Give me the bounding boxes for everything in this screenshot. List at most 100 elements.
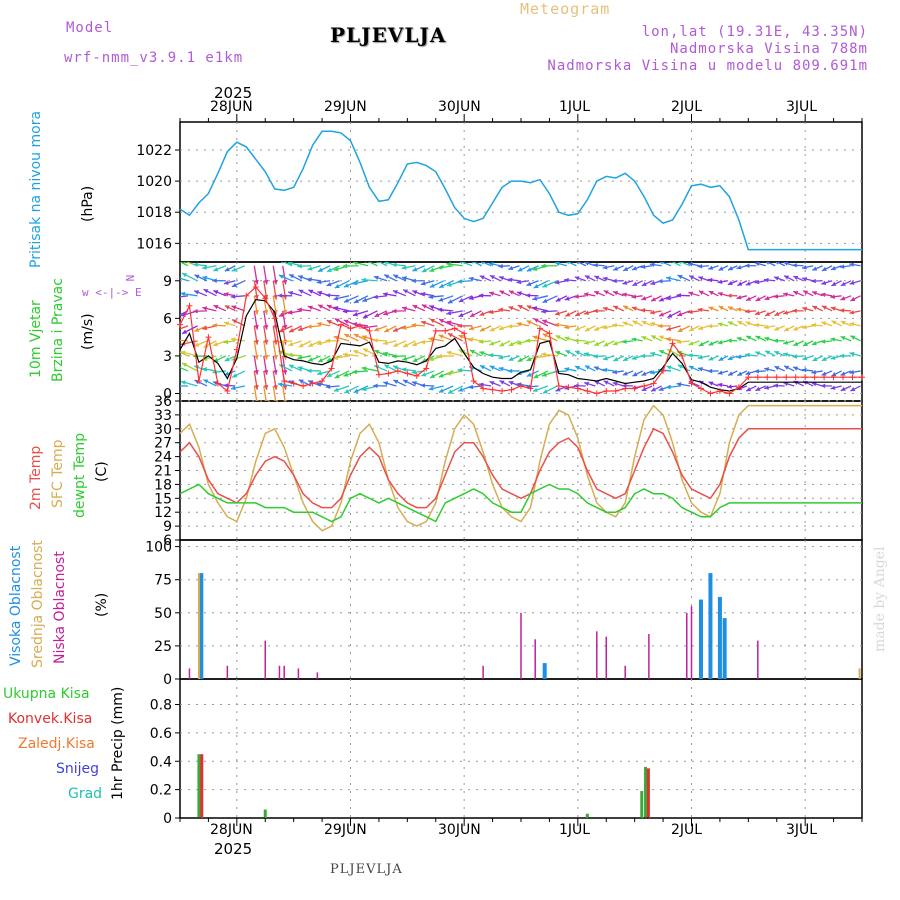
cloud-unit: (%) — [94, 592, 110, 617]
bottom-day-label: 30JUN — [438, 822, 481, 838]
wind-arrow-head — [383, 340, 388, 346]
wind-arrow-head — [343, 319, 349, 324]
wind-arrow-head — [564, 367, 570, 372]
wind-arrow-head — [613, 356, 619, 362]
wind-arrow-head — [698, 290, 704, 295]
wind-arrow-head — [666, 276, 671, 281]
wind-arrow-head — [623, 305, 629, 310]
wind-arrow-head — [212, 278, 217, 283]
wind-arrow-head — [401, 265, 407, 270]
wind-arrow-head — [793, 275, 799, 281]
wind-arrow-head — [468, 325, 474, 331]
cloud-bar — [858, 668, 861, 679]
wind-arrow-head — [737, 281, 743, 286]
wind-arrow-head — [517, 305, 523, 310]
wind-arrow-head — [202, 265, 207, 270]
wind-arrow-head — [793, 291, 799, 296]
wind-arrow-head — [533, 283, 539, 289]
wind-arrow-head — [542, 298, 548, 303]
wind-arrow-head — [373, 294, 378, 300]
wind-arrow-head — [499, 276, 504, 281]
wind-arrow-head — [174, 328, 179, 332]
wind-arrow-head — [764, 336, 770, 342]
wind-arrow-head — [298, 275, 304, 280]
wind-arrow-head — [666, 295, 671, 301]
wind-arrow-head — [384, 262, 389, 265]
wind-arrow — [272, 385, 277, 401]
wind-arrow-head — [631, 355, 637, 360]
wind-arrow-head — [392, 262, 397, 268]
wind-arrow-head — [374, 312, 380, 317]
wind-arrow-head — [820, 383, 826, 389]
legend-graupel: Grad — [68, 786, 103, 802]
wind-arrow-head — [180, 350, 186, 356]
wind-arrow-head — [458, 298, 464, 303]
wind-arrow-head — [333, 335, 339, 340]
wind-arrow-head — [307, 324, 312, 329]
wind-arrow-head — [849, 280, 855, 285]
wind-arrow-head — [593, 354, 598, 359]
wind-arrow-head — [640, 308, 646, 313]
wind-arrow-head — [623, 266, 629, 271]
wind-arrow-head — [677, 312, 683, 317]
wind-arrow-head — [745, 309, 750, 314]
wind-arrow-head — [564, 336, 570, 341]
wind-arrow-head — [821, 356, 827, 361]
wind-compass: w <-|-> E — [82, 286, 142, 299]
wind-arrow-head — [401, 367, 407, 372]
wind-arrow-head — [457, 279, 462, 284]
wind-arrow-head — [641, 320, 647, 325]
wind-arrow-head — [575, 365, 581, 371]
wind-arrow-head — [708, 291, 714, 296]
wind-arrow-head — [821, 321, 827, 326]
wind-arrow-head — [526, 267, 532, 272]
watermark: made by Angel — [872, 546, 888, 653]
y-tick-label: 30 — [154, 422, 172, 438]
wind-arrow-head — [478, 293, 484, 298]
cloud-bar — [199, 573, 204, 679]
wind-arrow-head — [469, 350, 475, 355]
wind-arrow-head — [353, 388, 359, 393]
wind-arrow-head — [507, 277, 513, 283]
wind-arrow-head — [297, 355, 303, 360]
wind-arrow-head — [498, 355, 504, 360]
wind-arrow-head — [428, 336, 434, 342]
wind-arrow-head — [526, 320, 532, 325]
wind-arrow-head — [840, 281, 846, 286]
wind-arrow-head — [254, 384, 259, 390]
wind-arrow-head — [342, 309, 348, 314]
wind-arrow-head — [708, 356, 714, 361]
wind-arrow-head — [384, 274, 390, 279]
precip-bar — [585, 813, 589, 818]
wind-arrow-head — [307, 277, 312, 282]
wind-arrow-head — [717, 322, 723, 327]
top-day-label: 28JUN — [210, 99, 253, 115]
wind-arrow-head — [564, 296, 570, 301]
wind-arrow-head — [402, 379, 408, 384]
wind-arrow-head — [254, 309, 259, 315]
wind-arrow-head — [658, 335, 664, 340]
wind-arrow-head — [708, 381, 714, 386]
wind-arrow-head — [594, 366, 599, 371]
y-tick-label: 0.4 — [150, 754, 172, 770]
wind-arrow-head — [746, 387, 752, 392]
wind-arrow-head — [420, 339, 426, 345]
wind-arrow — [367, 262, 378, 267]
wind-arrow-head — [468, 337, 474, 342]
wind-arrow-head — [764, 385, 770, 390]
wind-arrow-head — [488, 262, 494, 267]
wind-arrow-head — [223, 292, 229, 297]
wind-arrow-head — [382, 292, 388, 297]
wind-arrow-head — [326, 320, 332, 325]
wind-arrow-head — [194, 290, 200, 295]
wind-arrow-head — [784, 326, 790, 332]
wind-arrow-head — [508, 341, 514, 346]
wind-arrow — [263, 385, 267, 401]
cloud-bar — [717, 596, 722, 679]
wind-arrow-head — [727, 321, 733, 326]
wind-arrow-head — [402, 276, 407, 281]
wind-arrow-head — [224, 305, 230, 310]
wind-arrow-head — [632, 320, 638, 325]
wind-arrow-head — [498, 307, 504, 313]
wind-arrow-head — [755, 310, 760, 316]
